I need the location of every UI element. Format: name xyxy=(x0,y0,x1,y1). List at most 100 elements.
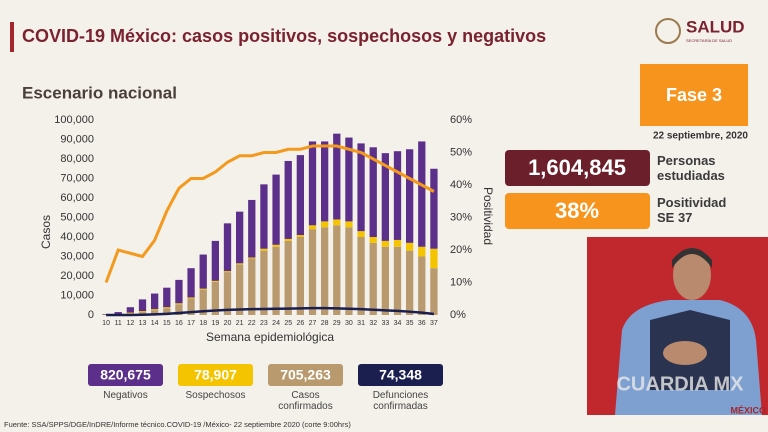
bar-segment xyxy=(296,235,304,237)
bar-segment xyxy=(272,246,280,315)
stat-caption: Positividad SE 37 xyxy=(657,195,727,225)
stat-box xyxy=(505,193,650,229)
x-tick-label: 36 xyxy=(418,320,426,327)
bar-segment xyxy=(345,221,353,228)
legend-label: Sospechosos xyxy=(185,390,246,401)
x-tick-label: 14 xyxy=(151,320,159,327)
bar-segment xyxy=(284,160,292,239)
bar-segment xyxy=(296,237,304,315)
x-tick-label: 29 xyxy=(333,320,341,327)
y-tick-label: 60,000 xyxy=(60,192,94,204)
legend-label: Defunciones confirmadas xyxy=(372,390,429,412)
bar-segment xyxy=(393,239,402,247)
x-tick-label: 26 xyxy=(296,320,304,327)
x-tick-label: 31 xyxy=(357,320,365,327)
bar-segment xyxy=(151,309,159,311)
bar-segment xyxy=(199,289,207,315)
logo-sub: SECRETARÍA DE SALUD xyxy=(686,38,732,43)
bar-segment xyxy=(138,311,147,313)
bar-segment xyxy=(114,312,122,315)
y-axis-label: Casos xyxy=(39,215,53,249)
legend-label: Casos confirmados xyxy=(278,390,333,412)
bar-segment xyxy=(393,246,402,315)
x-tick-label: 21 xyxy=(236,320,244,327)
bar-segment xyxy=(126,312,134,314)
y2-tick-label: 0% xyxy=(450,309,466,321)
bar-segment xyxy=(333,133,341,220)
bar-segment xyxy=(381,240,389,247)
bar-segment xyxy=(345,137,353,222)
phase: Fase 3 xyxy=(666,85,722,105)
bar-segment xyxy=(151,310,159,315)
bar-segment xyxy=(236,211,244,264)
x-tick-label: 35 xyxy=(406,320,414,327)
summary-box xyxy=(358,364,443,386)
watermark: CUARDIA MX xyxy=(616,373,744,395)
bar-segment xyxy=(418,141,426,247)
bar-segment xyxy=(187,268,195,298)
x-tick-label: 32 xyxy=(369,320,377,327)
summary-value: 78,907 xyxy=(194,367,237,383)
bar-segment xyxy=(369,242,377,315)
x-tick-label: 10 xyxy=(102,320,110,327)
x-tick-label: 19 xyxy=(211,320,219,327)
x-tick-label: 12 xyxy=(126,320,134,327)
y-tick-label: 0 xyxy=(88,309,94,321)
bar-segment xyxy=(260,248,268,251)
y-tick-label: 20,000 xyxy=(60,270,94,282)
bar-segment xyxy=(211,281,219,315)
date: 22 septiembre, 2020 xyxy=(653,131,748,142)
bar-segment xyxy=(138,312,147,315)
bar-segment xyxy=(187,298,195,315)
x-axis-label: Semana epidemiológica xyxy=(206,330,334,344)
legend-label: Negativos xyxy=(103,390,148,401)
bar-segment xyxy=(163,287,171,308)
x-tick-label: 28 xyxy=(321,320,329,327)
bar-segment xyxy=(333,219,341,226)
y-tick-label: 30,000 xyxy=(60,250,94,262)
bar-segment xyxy=(151,293,159,310)
source: Fuente: SSA/SPPS/DGE/InDRE/Informe técni… xyxy=(4,420,351,429)
title-accent xyxy=(10,22,14,52)
x-tick-label: 22 xyxy=(248,320,256,327)
y-tick-label: 80,000 xyxy=(60,153,94,165)
bar-segment xyxy=(430,268,438,315)
bar-segment xyxy=(357,231,365,237)
bar-segment xyxy=(284,238,292,241)
y2-tick-label: 30% xyxy=(450,211,472,223)
bar-segment xyxy=(369,147,377,237)
y-tick-label: 40,000 xyxy=(60,231,94,243)
bar-segment xyxy=(175,303,183,305)
y-tick-label: 50,000 xyxy=(60,211,94,223)
stat-value: 1,604,845 xyxy=(528,155,626,180)
y2-axis-label: Positividad xyxy=(481,187,495,245)
x-tick-label: 34 xyxy=(394,320,402,327)
bar-segment xyxy=(175,304,183,315)
bar-segment xyxy=(163,308,171,315)
badge: MÉXICO xyxy=(730,405,766,415)
bar-segment xyxy=(357,143,365,232)
stat-box xyxy=(505,150,650,186)
bar-segment xyxy=(223,271,232,273)
bar-segment xyxy=(321,221,329,228)
x-tick-label: 30 xyxy=(345,320,353,327)
bar-segment xyxy=(406,250,414,315)
video-feed xyxy=(587,237,768,415)
bar-segment xyxy=(248,257,256,259)
x-tick-label: 16 xyxy=(175,320,183,327)
line xyxy=(104,144,435,284)
stat-value: 38% xyxy=(555,198,599,223)
bar-segment xyxy=(418,256,426,315)
bar-segment xyxy=(138,299,147,312)
bar-segment xyxy=(321,141,329,222)
bar-segment xyxy=(236,264,244,315)
x-tick-label: 23 xyxy=(260,320,268,327)
bar-segment xyxy=(260,250,268,315)
x-tick-label: 24 xyxy=(272,320,280,327)
bar-segment xyxy=(333,225,341,315)
y2-tick-label: 20% xyxy=(450,244,472,256)
bar-segment xyxy=(187,297,195,299)
bar-segment xyxy=(284,240,292,315)
x-tick-label: 20 xyxy=(224,320,232,327)
